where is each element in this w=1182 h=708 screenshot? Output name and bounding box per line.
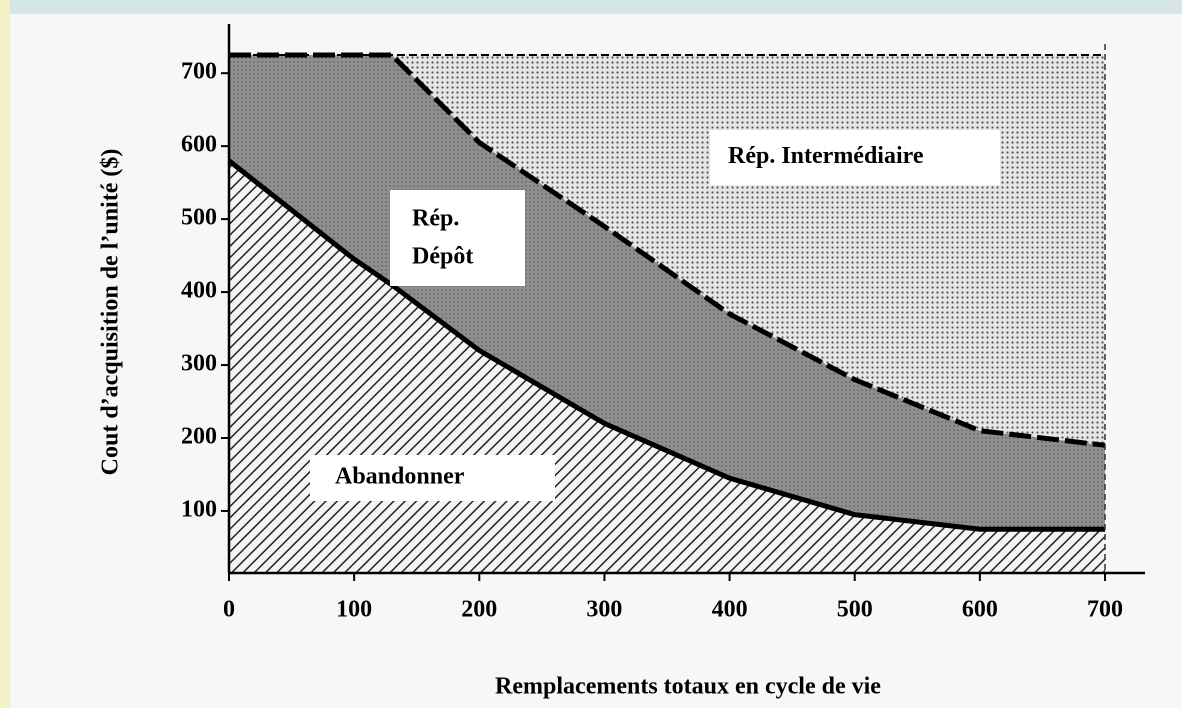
x-tick-label: 700 <box>1087 597 1123 623</box>
boundary-line <box>227 158 1105 532</box>
label-box <box>310 455 555 501</box>
y-tick-label: 600 <box>181 132 217 158</box>
x-tick-label: 400 <box>712 597 748 623</box>
region-label: Dépôt <box>412 244 473 270</box>
x-tick-label: 300 <box>586 597 622 623</box>
y-tick-label: 200 <box>181 424 217 450</box>
y-tick-label: 300 <box>181 351 217 377</box>
label-box <box>710 130 1000 185</box>
x-tick-label: 500 <box>837 597 873 623</box>
y-tick-label: 100 <box>181 496 217 522</box>
boundary-line <box>229 52 1106 448</box>
region-label: Rép. <box>412 206 459 232</box>
y-tick-label: 500 <box>181 205 217 231</box>
x-tick-label: 100 <box>336 597 372 623</box>
region-label: Abandonner <box>335 464 465 490</box>
x-tick-label: 200 <box>461 597 497 623</box>
region-area <box>229 54 1105 530</box>
y-tick-label: 700 <box>181 59 217 85</box>
scan-edge <box>0 0 1182 14</box>
x-tick-label: 0 <box>223 597 235 623</box>
x-tick-label: 600 <box>962 597 998 623</box>
scan-edge <box>0 0 10 708</box>
x-axis-title: Remplacements totaux en cycle de vie <box>495 674 881 700</box>
region-label: Rép. Intermédiaire <box>728 143 924 169</box>
label-box <box>390 190 525 286</box>
y-tick-label: 400 <box>181 278 217 304</box>
y-axis-title: Cout d’acquisition de l’unité ($) <box>98 149 124 476</box>
